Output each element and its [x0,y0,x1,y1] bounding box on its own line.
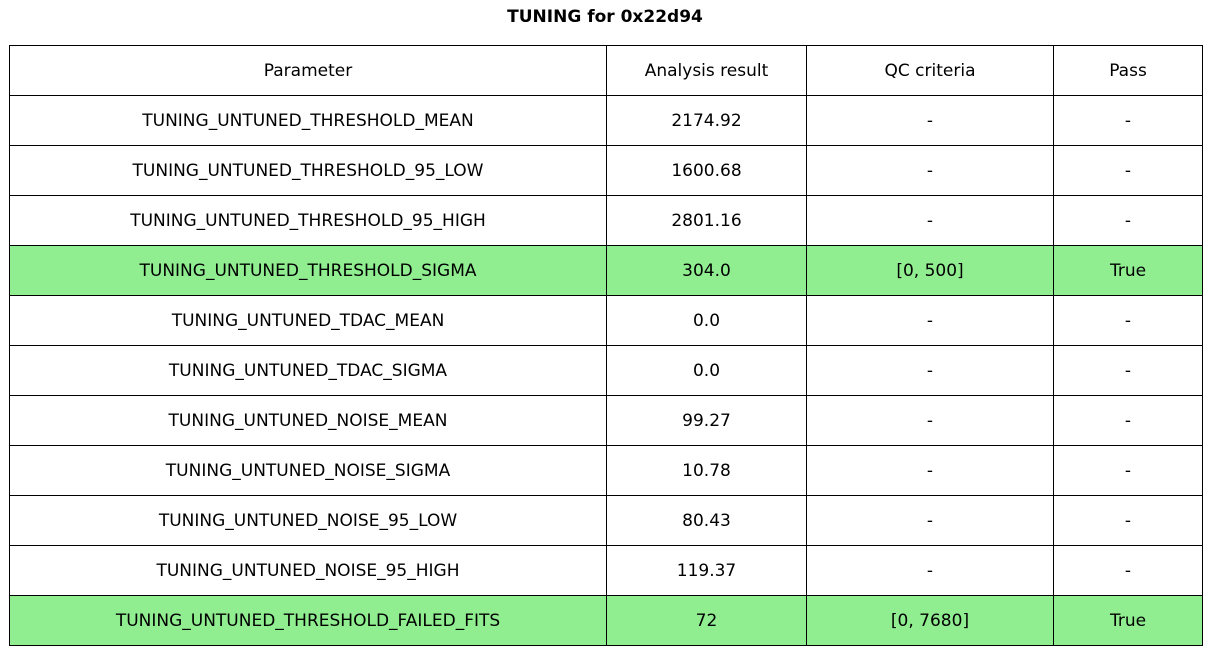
table-row: TUNING_UNTUNED_TDAC_SIGMA 0.0- - [9,345,1203,396]
result-cell: 80.43 [606,495,807,546]
pass-cell: - [1053,145,1203,196]
qc-table: Parameter Analysis result QC criteria Pa… [9,45,1203,646]
qc-cell: - [806,345,1054,396]
param-cell: TUNING_UNTUNED_THRESHOLD_SIGMA [9,245,607,296]
qc-cell: - [806,445,1054,496]
result-cell: 72 [606,595,807,646]
param-cell: TUNING_UNTUNED_THRESHOLD_MEAN [9,95,607,146]
pass-cell: - [1053,95,1203,146]
table-row: TUNING_UNTUNED_NOISE_95_LOW 80.43- - [9,495,1203,546]
result-cell: 99.27 [606,395,807,446]
result-cell: 2174.92 [606,95,807,146]
pass-cell: True [1053,245,1203,296]
table-row: TUNING_UNTUNED_NOISE_MEAN 99.27- - [9,395,1203,446]
pass-cell: - [1053,295,1203,346]
qc-cell: [0, 7680] [806,595,1054,646]
param-cell: TUNING_UNTUNED_NOISE_95_LOW [9,495,607,546]
qc-cell: - [806,295,1054,346]
table-row: TUNING_UNTUNED_THRESHOLD_FAILED_FITS 72 [0… [9,595,1203,646]
header-row: Parameter Analysis result QC criteria Pa… [9,45,1203,96]
col-header-qc-criteria: QC criteria [806,45,1054,96]
param-cell: TUNING_UNTUNED_THRESHOLD_FAILED_FITS [9,595,607,646]
table-header: Parameter Analysis result QC criteria Pa… [9,45,1203,96]
qc-cell: - [806,195,1054,246]
qc-cell: - [806,395,1054,446]
result-cell: 119.37 [606,545,807,596]
qc-cell: - [806,145,1054,196]
table-row: TUNING_UNTUNED_THRESHOLD_95_HIGH 2801.16-… [9,195,1203,246]
qc-cell: - [806,95,1054,146]
result-cell: 304.0 [606,245,807,296]
param-cell: TUNING_UNTUNED_NOISE_95_HIGH [9,545,607,596]
pass-cell: - [1053,395,1203,446]
pass-cell: True [1053,595,1203,646]
param-cell: TUNING_UNTUNED_NOISE_SIGMA [9,445,607,496]
param-cell: TUNING_UNTUNED_THRESHOLD_95_LOW [9,145,607,196]
result-cell: 0.0 [606,345,807,396]
pass-cell: - [1053,495,1203,546]
chart-title: TUNING for 0x22d94 [507,7,703,27]
result-cell: 0.0 [606,295,807,346]
table-row: TUNING_UNTUNED_TDAC_MEAN 0.0- - [9,295,1203,346]
table-row: TUNING_UNTUNED_THRESHOLD_MEAN 2174.92- - [9,95,1203,146]
pass-cell: - [1053,195,1203,246]
pass-cell: - [1053,445,1203,496]
col-header-analysis-result: Analysis result [606,45,807,96]
param-cell: TUNING_UNTUNED_NOISE_MEAN [9,395,607,446]
table-row: TUNING_UNTUNED_NOISE_SIGMA 10.78- - [9,445,1203,496]
table-row: TUNING_UNTUNED_THRESHOLD_95_LOW 1600.68- - [9,145,1203,196]
result-cell: 10.78 [606,445,807,496]
col-header-parameter: Parameter [9,45,607,96]
pass-cell: - [1053,345,1203,396]
result-cell: 1600.68 [606,145,807,196]
qc-cell: [0, 500] [806,245,1054,296]
param-cell: TUNING_UNTUNED_TDAC_MEAN [9,295,607,346]
col-header-pass: Pass [1053,45,1203,96]
table-row: TUNING_UNTUNED_NOISE_95_HIGH 119.37- - [9,545,1203,596]
table-row: TUNING_UNTUNED_THRESHOLD_SIGMA 304.0 [0, 5… [9,245,1203,296]
pass-cell: - [1053,545,1203,596]
param-cell: TUNING_UNTUNED_THRESHOLD_95_HIGH [9,195,607,246]
qc-cell: - [806,545,1054,596]
result-cell: 2801.16 [606,195,807,246]
param-cell: TUNING_UNTUNED_TDAC_SIGMA [9,345,607,396]
table-body: TUNING_UNTUNED_THRESHOLD_MEAN 2174.92- - TU… [9,95,1203,646]
qc-cell: - [806,495,1054,546]
